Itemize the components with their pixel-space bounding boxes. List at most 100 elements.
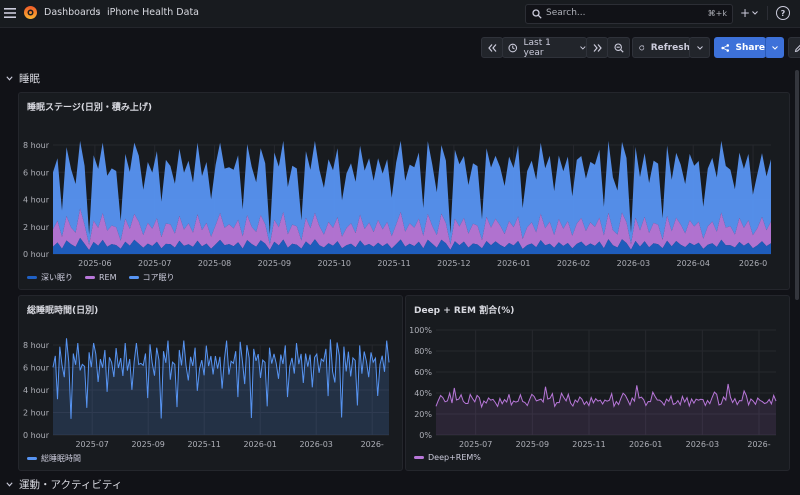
legend-item-deep[interactable]: 深い眠り (27, 272, 73, 283)
search-icon (532, 9, 542, 19)
refresh-icon (639, 44, 645, 50)
breadcrumb-separator: › (97, 7, 101, 18)
x-tick-label: 2026-01 (629, 440, 662, 449)
x-tick-label: 2026-01 (243, 440, 276, 449)
panel-title: 睡眠ステージ(日別・積み上げ) (27, 103, 153, 113)
row-collapse-icon[interactable] (6, 482, 13, 487)
row-title-sleep[interactable]: 睡眠 (19, 73, 40, 85)
legend-item-rem[interactable]: REM (85, 273, 117, 282)
row-collapse-icon[interactable] (6, 76, 13, 81)
search-placeholder: Search... (546, 8, 586, 18)
x-tick-label: 2026- (747, 440, 770, 449)
legend-label: REM (99, 273, 117, 282)
divider (767, 6, 768, 20)
y-tick-label: 4 hour (23, 386, 50, 395)
add-button[interactable]: + (740, 5, 762, 21)
x-tick-label: 2025-08 (198, 259, 231, 268)
legend-label: 総睡眠時間 (41, 454, 81, 463)
y-tick-label: 80% (414, 347, 432, 356)
x-tick-label: 2025-07 (75, 440, 108, 449)
breadcrumb-dashboards[interactable]: Dashboards (44, 7, 101, 18)
x-tick-label: 2025-09 (131, 440, 164, 449)
time-range-picker[interactable]: Last 1 year (502, 37, 587, 58)
y-tick-label: 8 hour (23, 141, 50, 150)
zoom-out-icon (613, 42, 624, 53)
x-tick-label: 2025-11 (572, 440, 605, 449)
deep-rem-ratio-chart: 0% 20% 40% 60% 80% 100% 2025-07 2025-09 2025-11 2… (409, 326, 777, 449)
double-chevron-right-icon (593, 43, 602, 52)
refresh-label: Refresh (650, 42, 690, 53)
x-tick-label: 2026-03 (617, 259, 650, 268)
plus-icon: + (740, 6, 751, 20)
edit-button[interactable] (788, 37, 800, 58)
total-sleep-chart: 0 hour 2 hour 4 hour 6 hour 8 hour 2025-07 202… (23, 338, 390, 449)
y-tick-label: 6 hour (23, 168, 50, 177)
series-line-ratio (435, 383, 777, 409)
search-input[interactable]: Search... ⌘+k (525, 4, 733, 24)
panel-total-sleep: 総睡眠時間(日別) 0 hour 2 hour 4 hour 6 hour 8 hour… (18, 295, 403, 471)
x-tick-label: 2026-03 (299, 440, 332, 449)
legend-item-core[interactable]: コア眠り (128, 272, 175, 283)
y-tick-label: 20% (414, 410, 432, 419)
x-tick-label: 2026-03 (686, 440, 719, 449)
x-tick-label: 2025-11 (187, 440, 220, 449)
chevron-down-icon (696, 45, 703, 50)
series-area-ratio (436, 383, 776, 435)
row-title-activity[interactable]: 運動・アクティビティ (19, 479, 123, 491)
panel-title: 総睡眠時間(日別) (27, 306, 99, 316)
x-tick-label: 2025-07 (138, 259, 171, 268)
refresh-interval-button[interactable] (689, 37, 710, 58)
y-tick-label: 4 hour (23, 196, 50, 205)
x-tick-label: 2025-12 (437, 259, 470, 268)
y-tick-label: 2 hour (23, 409, 50, 418)
y-tick-label: 2 hour (23, 223, 50, 232)
x-tick-label: 2025-09 (516, 440, 549, 449)
x-tick-label: 2026-0 (739, 259, 767, 268)
chevron-down-icon (752, 11, 758, 15)
breadcrumb-current[interactable]: iPhone Health Data (107, 7, 199, 18)
y-tick-label: 0% (419, 431, 432, 440)
panel-sleep-stages: 睡眠ステージ(日別・積み上げ) 0 hour 2 hour 4 hour 6 hour… (18, 92, 790, 290)
y-tick-label: 0 hour (23, 431, 50, 440)
x-tick-label: 2025-11 (377, 259, 410, 268)
x-tick-label: 2026-01 (497, 259, 530, 268)
search-shortcut: ⌘+k (707, 9, 727, 18)
time-shift-forward-button[interactable] (586, 37, 608, 58)
y-tick-label: 100% (409, 326, 432, 335)
sleep-stages-chart: 0 hour 2 hour 4 hour 6 hour 8 hour 2025-06 202… (23, 140, 771, 268)
series-line-total (52, 338, 390, 419)
clock-icon (508, 43, 518, 52)
menu-icon[interactable] (3, 6, 17, 20)
time-range-label: Last 1 year (523, 37, 551, 58)
grafana-logo-icon[interactable] (23, 5, 38, 20)
y-tick-label: 40% (414, 389, 432, 398)
chevron-down-icon (580, 45, 586, 50)
y-tick-label: 0 hour (23, 250, 50, 259)
legend-item-ratio[interactable]: Deep+REM% (414, 453, 481, 462)
share-menu-button[interactable] (765, 37, 784, 58)
y-tick-label: 6 hour (23, 364, 50, 373)
legend-label: コア眠り (142, 273, 175, 282)
x-tick-label: 2026-02 (557, 259, 590, 268)
help-icon[interactable]: ? (776, 6, 790, 20)
zoom-out-button[interactable] (607, 37, 630, 58)
refresh-button[interactable]: Refresh (632, 37, 691, 58)
legend-item-total[interactable]: 総睡眠時間 (27, 453, 81, 464)
panel-deep-rem-ratio: Deep + REM 割合(%) 0% 20% 40% 60% 80% 100% 2025-… (405, 295, 790, 471)
legend-label: Deep+REM% (428, 453, 481, 462)
panel-title: Deep + REM 割合(%) (414, 306, 515, 316)
legend-label: 深い眠り (41, 273, 73, 282)
double-chevron-left-icon (487, 43, 496, 52)
share-icon (721, 43, 730, 52)
chevron-down-icon (771, 45, 778, 50)
share-button[interactable]: Share (714, 37, 766, 58)
share-label: Share (735, 42, 765, 53)
series-area-deep (53, 237, 771, 254)
series-area-rem (53, 208, 771, 251)
series-area-core (53, 140, 771, 245)
x-tick-label: 2025-06 (78, 259, 111, 268)
x-tick-label: 2026-04 (676, 259, 709, 268)
scrollbar-thumb[interactable] (795, 70, 799, 300)
x-tick-label: 2026- (361, 440, 384, 449)
time-shift-back-button[interactable] (481, 37, 503, 58)
